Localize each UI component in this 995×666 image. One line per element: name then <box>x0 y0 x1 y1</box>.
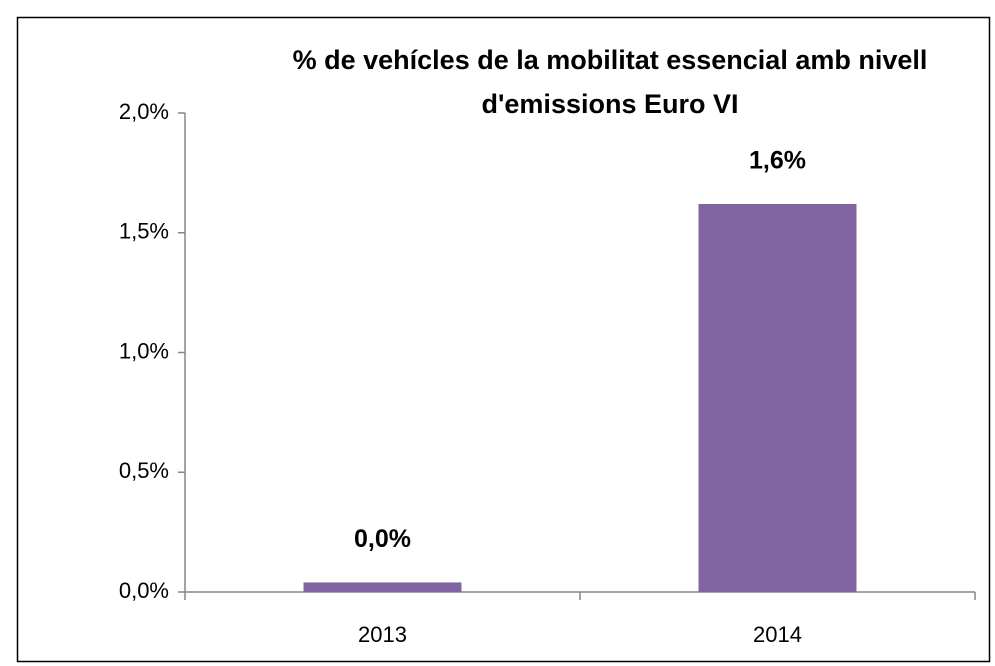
y-tick-label: 0,0% <box>119 578 169 603</box>
data-label: 0,0% <box>354 525 411 553</box>
bar <box>698 204 857 592</box>
chart-title: % de vehícles de la mobilitat essencial … <box>292 45 928 119</box>
x-tick-label: 2014 <box>753 622 802 647</box>
x-tick-label: 2013 <box>358 622 407 647</box>
y-tick-label: 0,5% <box>119 458 169 483</box>
y-tick-label: 2,0% <box>119 99 169 124</box>
data-label: 1,6% <box>749 147 806 175</box>
bar <box>303 582 462 592</box>
y-tick-label: 1,0% <box>119 338 169 363</box>
y-tick-label: 1,5% <box>119 219 169 244</box>
